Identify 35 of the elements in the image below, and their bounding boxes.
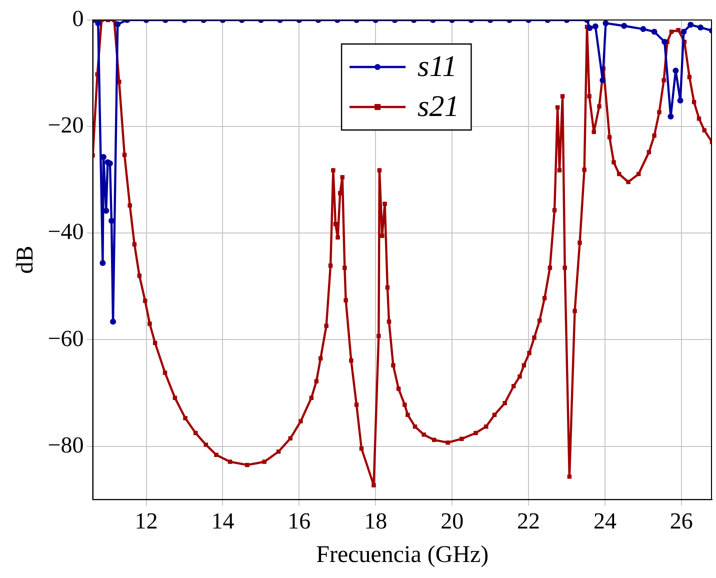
point bbox=[698, 24, 704, 30]
point bbox=[668, 113, 674, 120]
point bbox=[651, 28, 658, 35]
point bbox=[600, 77, 606, 84]
point bbox=[688, 22, 694, 28]
point bbox=[592, 23, 598, 30]
x-tick-label: 20 bbox=[440, 508, 464, 534]
legend-label: s11 bbox=[418, 50, 457, 83]
x-tick-label: 12 bbox=[134, 508, 158, 534]
x-tick-label: 18 bbox=[364, 508, 388, 534]
point bbox=[640, 26, 646, 32]
y-tick-label: −20 bbox=[48, 112, 84, 138]
x-tick-label: 24 bbox=[593, 508, 617, 534]
y-tick-label: 0 bbox=[72, 6, 84, 32]
point bbox=[114, 21, 121, 28]
point bbox=[680, 28, 687, 35]
point bbox=[110, 318, 116, 325]
point bbox=[95, 20, 102, 26]
point bbox=[621, 22, 628, 29]
y-axis-title: dB bbox=[12, 246, 39, 274]
point bbox=[100, 260, 106, 266]
point bbox=[662, 38, 668, 45]
y-tick-label: −60 bbox=[48, 326, 84, 351]
x-axis-title: Frecuencia (GHz) bbox=[316, 542, 489, 568]
x-tick-label: 14 bbox=[211, 508, 235, 534]
x-tick-label: 22 bbox=[517, 508, 540, 534]
point bbox=[672, 68, 679, 74]
point bbox=[586, 24, 593, 31]
x-tick-label: 16 bbox=[288, 508, 311, 534]
x-tick-label: 26 bbox=[670, 508, 693, 534]
legend-label: s21 bbox=[418, 90, 460, 123]
point bbox=[677, 97, 684, 104]
point bbox=[602, 20, 609, 26]
y-tick-label: −80 bbox=[48, 432, 84, 458]
y-tick-label: −40 bbox=[48, 219, 84, 244]
